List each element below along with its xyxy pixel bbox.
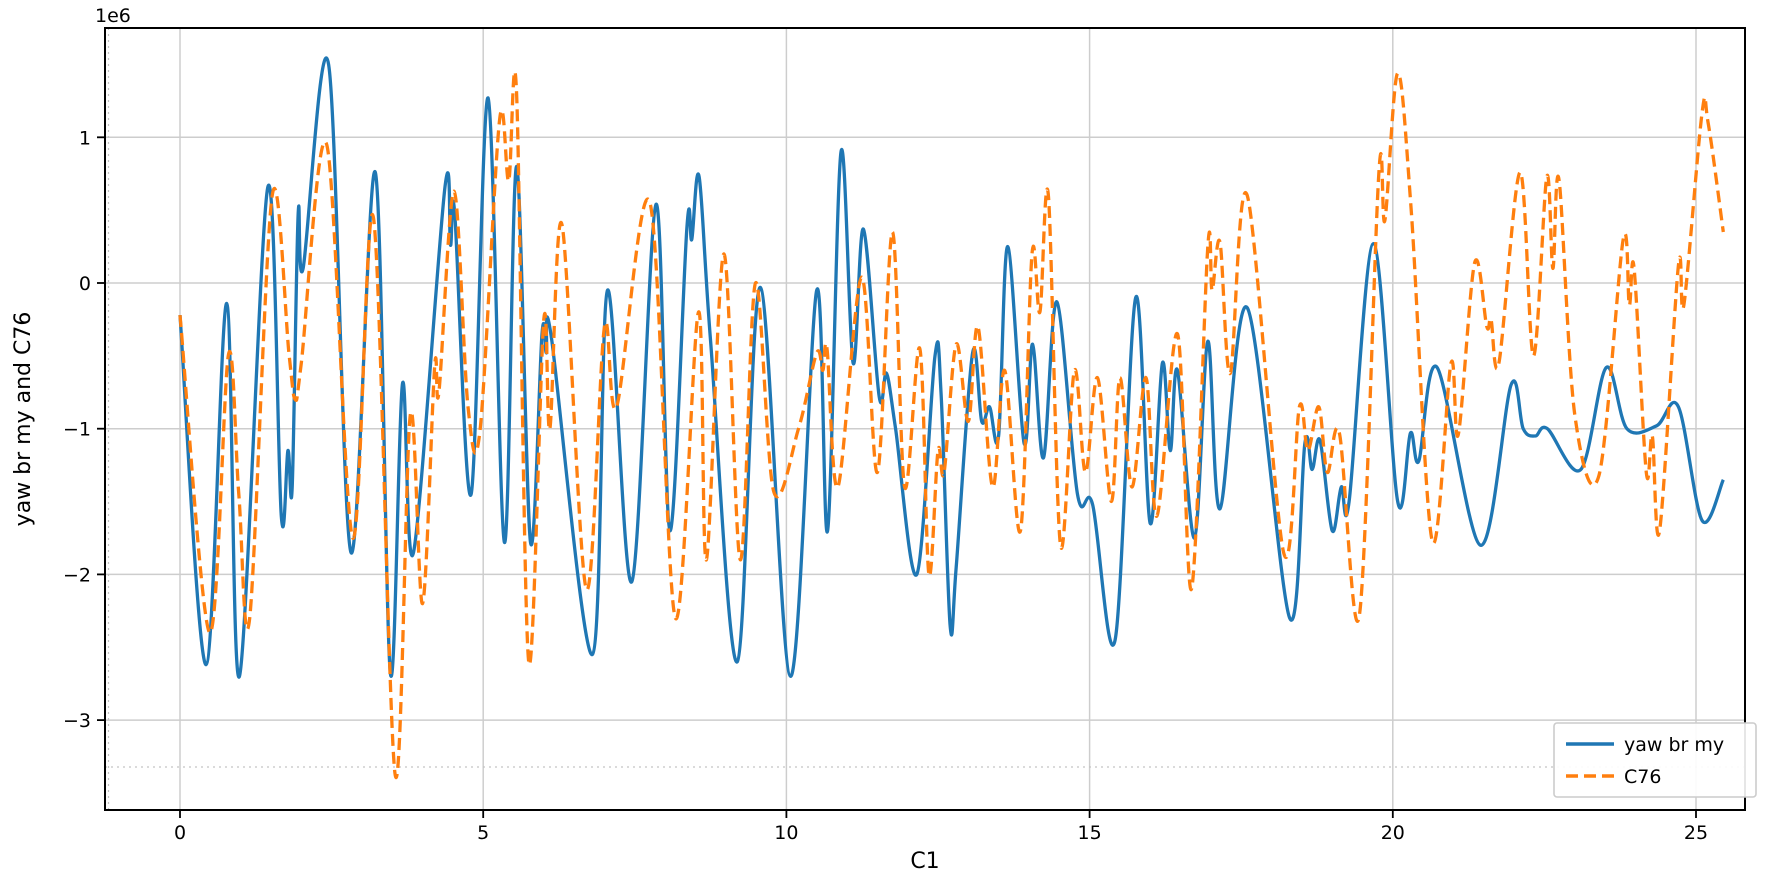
grid-layer bbox=[105, 28, 1745, 810]
x-tick-label: 5 bbox=[477, 822, 489, 844]
x-tick-label: 15 bbox=[1078, 822, 1102, 844]
y-tick-label: −3 bbox=[63, 710, 91, 732]
legend-box bbox=[1553, 722, 1757, 798]
y-axis-label: yaw br my and C76 bbox=[11, 312, 36, 527]
x-tick-label: 10 bbox=[774, 822, 798, 844]
x-tick-label: 20 bbox=[1381, 822, 1405, 844]
x-tick-label: 0 bbox=[174, 822, 186, 844]
x-tick-label: 25 bbox=[1684, 822, 1708, 844]
plot-border bbox=[104, 27, 1746, 811]
legend-label-c76: C76 bbox=[1624, 766, 1661, 788]
series-line-c76 bbox=[178, 69, 1725, 780]
legend: yaw br my C76 bbox=[1553, 722, 1757, 798]
y-tick-label: 1 bbox=[79, 127, 91, 149]
y-tick-label: −2 bbox=[63, 564, 91, 586]
y-tick-label: 0 bbox=[79, 273, 91, 295]
x-axis-label: C1 bbox=[910, 849, 939, 874]
legend-label-yaw-br-my: yaw br my bbox=[1624, 734, 1724, 756]
y-axis-offset-label: 1e6 bbox=[95, 5, 131, 27]
series-layer bbox=[178, 56, 1725, 780]
y-tick-label: −1 bbox=[63, 419, 91, 441]
